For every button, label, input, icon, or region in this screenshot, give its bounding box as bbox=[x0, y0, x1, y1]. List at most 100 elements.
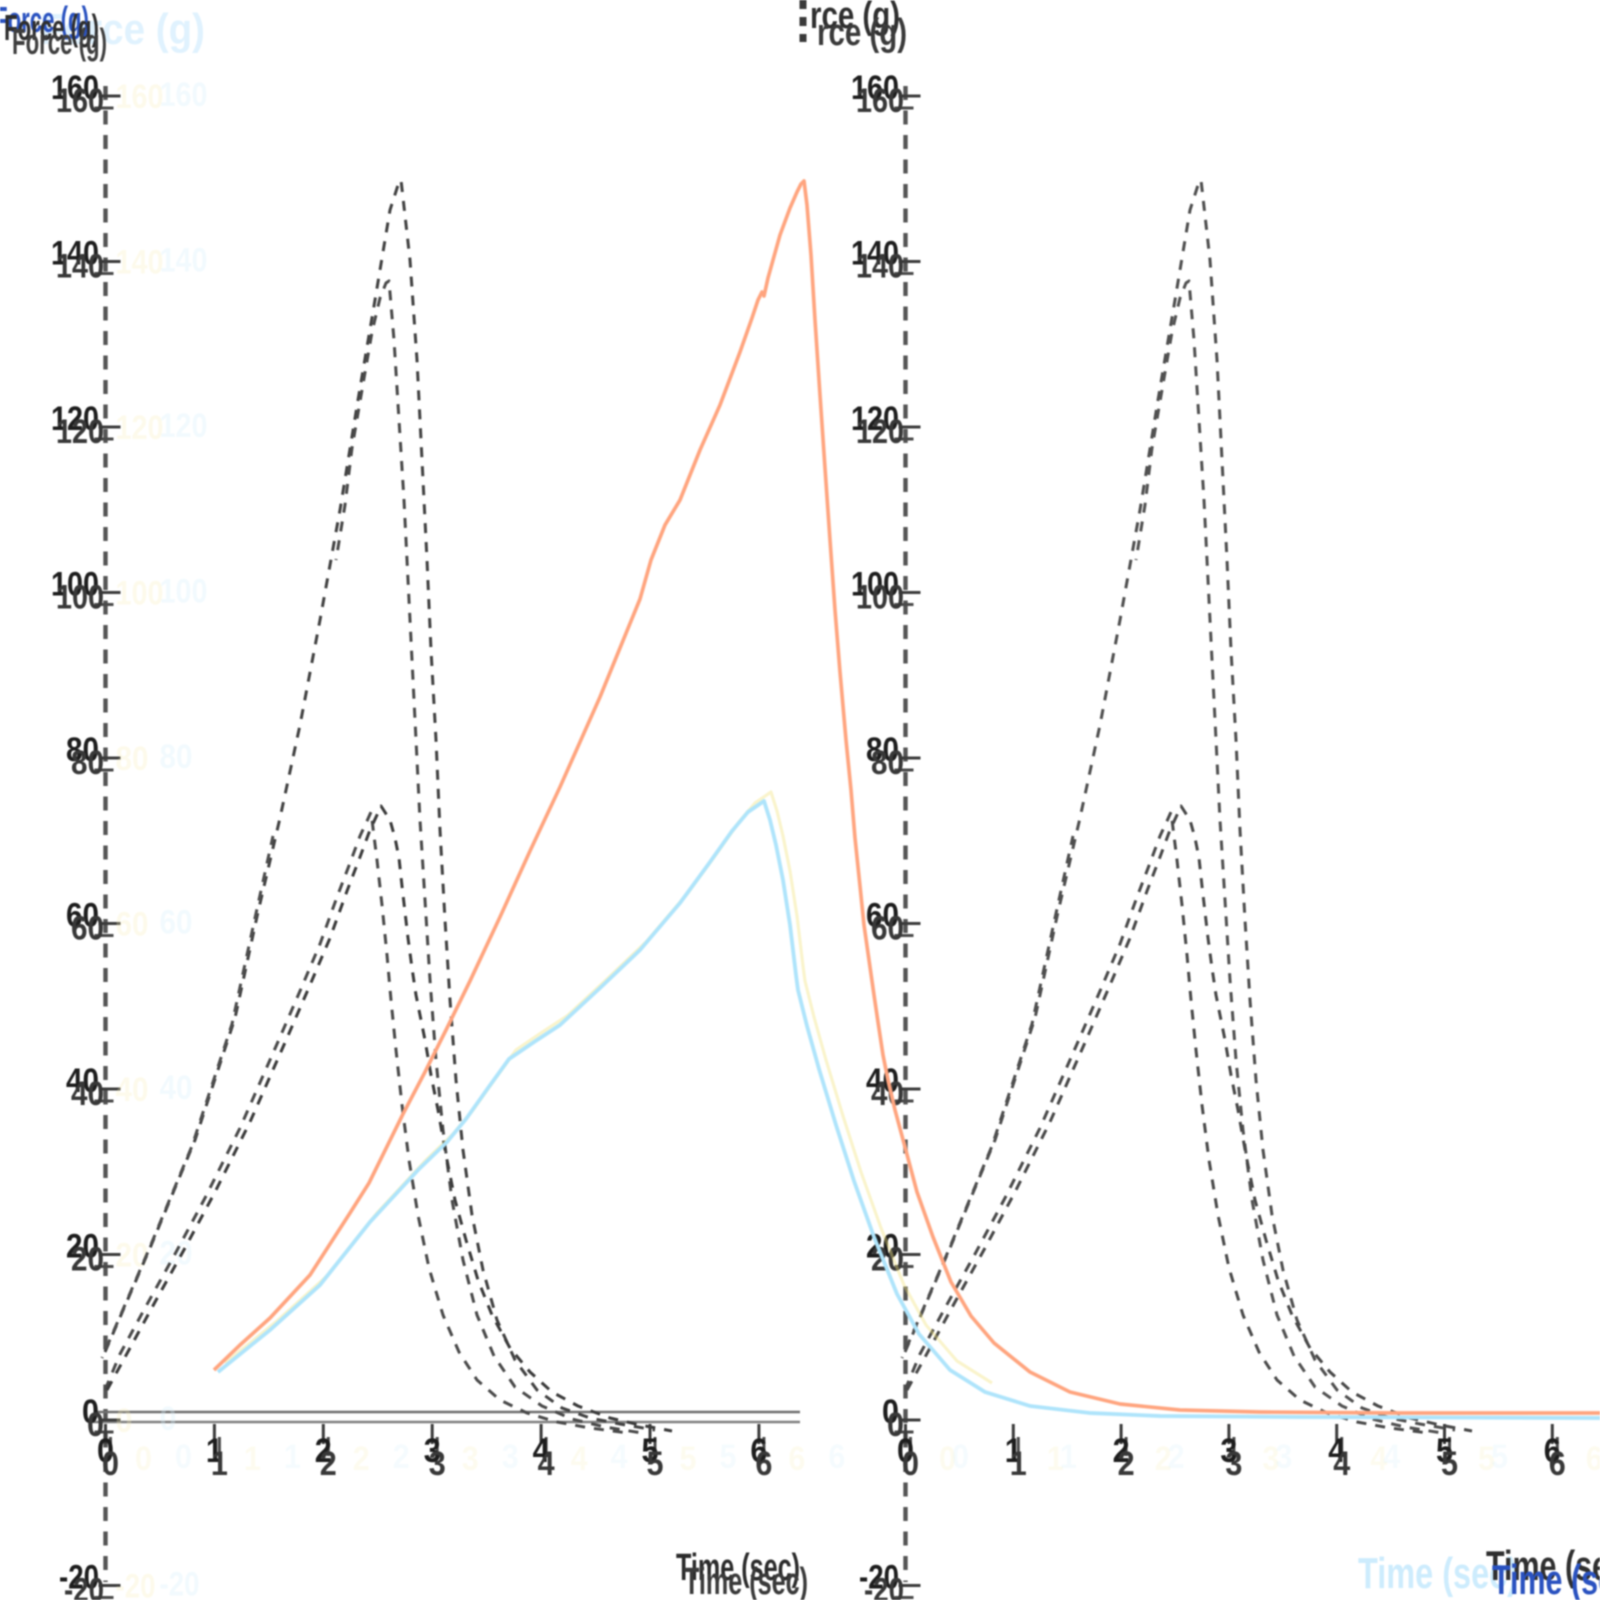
svg-text:140: 140 bbox=[56, 248, 104, 286]
svg-text:-20: -20 bbox=[864, 1572, 904, 1600]
svg-text:60: 60 bbox=[116, 906, 149, 944]
svg-text:140: 140 bbox=[116, 244, 164, 282]
svg-text:0: 0 bbox=[887, 1406, 904, 1444]
svg-text:60: 60 bbox=[871, 910, 904, 948]
svg-text:80: 80 bbox=[71, 744, 104, 782]
svg-text:5: 5 bbox=[1491, 1438, 1508, 1476]
svg-text:80: 80 bbox=[866, 731, 899, 769]
svg-text:20: 20 bbox=[71, 1241, 104, 1279]
svg-text:5: 5 bbox=[642, 1432, 659, 1470]
svg-text:0: 0 bbox=[135, 1440, 152, 1478]
svg-text:60: 60 bbox=[66, 897, 99, 935]
svg-text:160: 160 bbox=[116, 78, 164, 116]
svg-text:80: 80 bbox=[160, 738, 193, 776]
svg-text:140: 140 bbox=[851, 235, 899, 273]
svg-text:60: 60 bbox=[71, 910, 104, 948]
svg-text:4: 4 bbox=[533, 1432, 550, 1470]
svg-text:0: 0 bbox=[897, 1432, 914, 1470]
svg-text:Force (g): Force (g) bbox=[40, 5, 205, 54]
svg-text:80: 80 bbox=[66, 731, 99, 769]
svg-text:160: 160 bbox=[160, 76, 208, 114]
svg-text:0: 0 bbox=[160, 1400, 177, 1438]
svg-text:140: 140 bbox=[51, 235, 99, 273]
svg-text:1: 1 bbox=[1060, 1438, 1077, 1476]
svg-text:100: 100 bbox=[116, 575, 164, 613]
svg-text:140: 140 bbox=[856, 248, 904, 286]
svg-text:6: 6 bbox=[750, 1432, 767, 1470]
svg-text:0: 0 bbox=[939, 1440, 956, 1478]
svg-text:-20: -20 bbox=[64, 1572, 104, 1600]
svg-text:5: 5 bbox=[720, 1438, 737, 1476]
svg-text:6: 6 bbox=[828, 1438, 845, 1476]
svg-text:3: 3 bbox=[429, 1445, 446, 1483]
svg-text:4: 4 bbox=[1370, 1440, 1387, 1478]
svg-text:Time (sec): Time (sec) bbox=[684, 1561, 808, 1600]
svg-text:-20: -20 bbox=[160, 1566, 200, 1600]
svg-text:4: 4 bbox=[611, 1438, 628, 1476]
svg-text:120: 120 bbox=[51, 400, 99, 438]
svg-text:160: 160 bbox=[856, 82, 904, 120]
svg-text:0: 0 bbox=[87, 1406, 104, 1444]
svg-text:140: 140 bbox=[160, 242, 208, 280]
svg-text:6: 6 bbox=[755, 1445, 772, 1483]
svg-text:0: 0 bbox=[952, 1438, 969, 1476]
svg-text:3: 3 bbox=[1262, 1440, 1279, 1478]
svg-text:4: 4 bbox=[538, 1445, 555, 1483]
svg-text:0: 0 bbox=[102, 1445, 119, 1483]
svg-text:Time (sec): Time (sec) bbox=[1486, 1542, 1600, 1589]
svg-text:Time (sec): Time (sec) bbox=[676, 1547, 800, 1589]
svg-text:2: 2 bbox=[320, 1445, 337, 1483]
svg-text:2: 2 bbox=[1113, 1432, 1130, 1470]
svg-text:1: 1 bbox=[206, 1432, 223, 1470]
svg-text:20: 20 bbox=[66, 1228, 99, 1266]
svg-text:2: 2 bbox=[393, 1438, 410, 1476]
svg-text:120: 120 bbox=[56, 413, 104, 451]
svg-text:5: 5 bbox=[1478, 1440, 1495, 1478]
svg-text:60: 60 bbox=[160, 904, 193, 942]
svg-text:2: 2 bbox=[1155, 1440, 1172, 1478]
svg-text:40: 40 bbox=[71, 1075, 104, 1113]
svg-text:Time (sec): Time (sec) bbox=[1492, 1556, 1600, 1600]
svg-text:80: 80 bbox=[116, 740, 149, 778]
svg-text:-20: -20 bbox=[859, 1559, 899, 1597]
svg-text:3: 3 bbox=[424, 1432, 441, 1470]
svg-text:120: 120 bbox=[160, 407, 208, 445]
svg-text:2: 2 bbox=[1168, 1438, 1185, 1476]
svg-text:3: 3 bbox=[1275, 1438, 1292, 1476]
svg-text:0: 0 bbox=[97, 1432, 114, 1470]
svg-text:80: 80 bbox=[871, 744, 904, 782]
svg-text:100: 100 bbox=[851, 566, 899, 604]
svg-text:2: 2 bbox=[1118, 1445, 1135, 1483]
svg-text:60: 60 bbox=[866, 897, 899, 935]
svg-text:0: 0 bbox=[82, 1393, 99, 1431]
svg-text:Time (sec): Time (sec) bbox=[1358, 1549, 1518, 1598]
svg-text:6: 6 bbox=[1586, 1440, 1600, 1478]
svg-text:Force (g): Force (g) bbox=[0, 0, 89, 40]
svg-text:2: 2 bbox=[315, 1432, 332, 1470]
svg-text:0: 0 bbox=[116, 1402, 133, 1440]
svg-text:20: 20 bbox=[116, 1237, 149, 1275]
svg-text:100: 100 bbox=[56, 579, 104, 617]
svg-text:0: 0 bbox=[175, 1438, 192, 1476]
svg-text:Force (g): Force (g) bbox=[4, 7, 99, 48]
svg-text:4: 4 bbox=[1328, 1432, 1345, 1470]
svg-text:4: 4 bbox=[571, 1440, 588, 1478]
svg-text:0: 0 bbox=[902, 1445, 919, 1483]
svg-text:2: 2 bbox=[353, 1440, 370, 1478]
svg-text:-20: -20 bbox=[59, 1559, 99, 1597]
svg-text:6: 6 bbox=[788, 1440, 805, 1478]
svg-text:6: 6 bbox=[1549, 1445, 1566, 1483]
svg-text:6: 6 bbox=[1599, 1438, 1600, 1476]
svg-text:100: 100 bbox=[856, 579, 904, 617]
svg-text:5: 5 bbox=[1436, 1432, 1453, 1470]
svg-text:3: 3 bbox=[1220, 1432, 1237, 1470]
svg-text:5: 5 bbox=[680, 1440, 697, 1478]
svg-text:100: 100 bbox=[51, 566, 99, 604]
svg-text:Force (g): Force (g) bbox=[12, 21, 107, 62]
svg-text:4: 4 bbox=[1333, 1445, 1350, 1483]
svg-text:120: 120 bbox=[116, 409, 164, 447]
svg-text:4: 4 bbox=[1383, 1438, 1400, 1476]
svg-text:120: 120 bbox=[856, 413, 904, 451]
svg-text:3: 3 bbox=[502, 1438, 519, 1476]
svg-text:1: 1 bbox=[284, 1438, 301, 1476]
